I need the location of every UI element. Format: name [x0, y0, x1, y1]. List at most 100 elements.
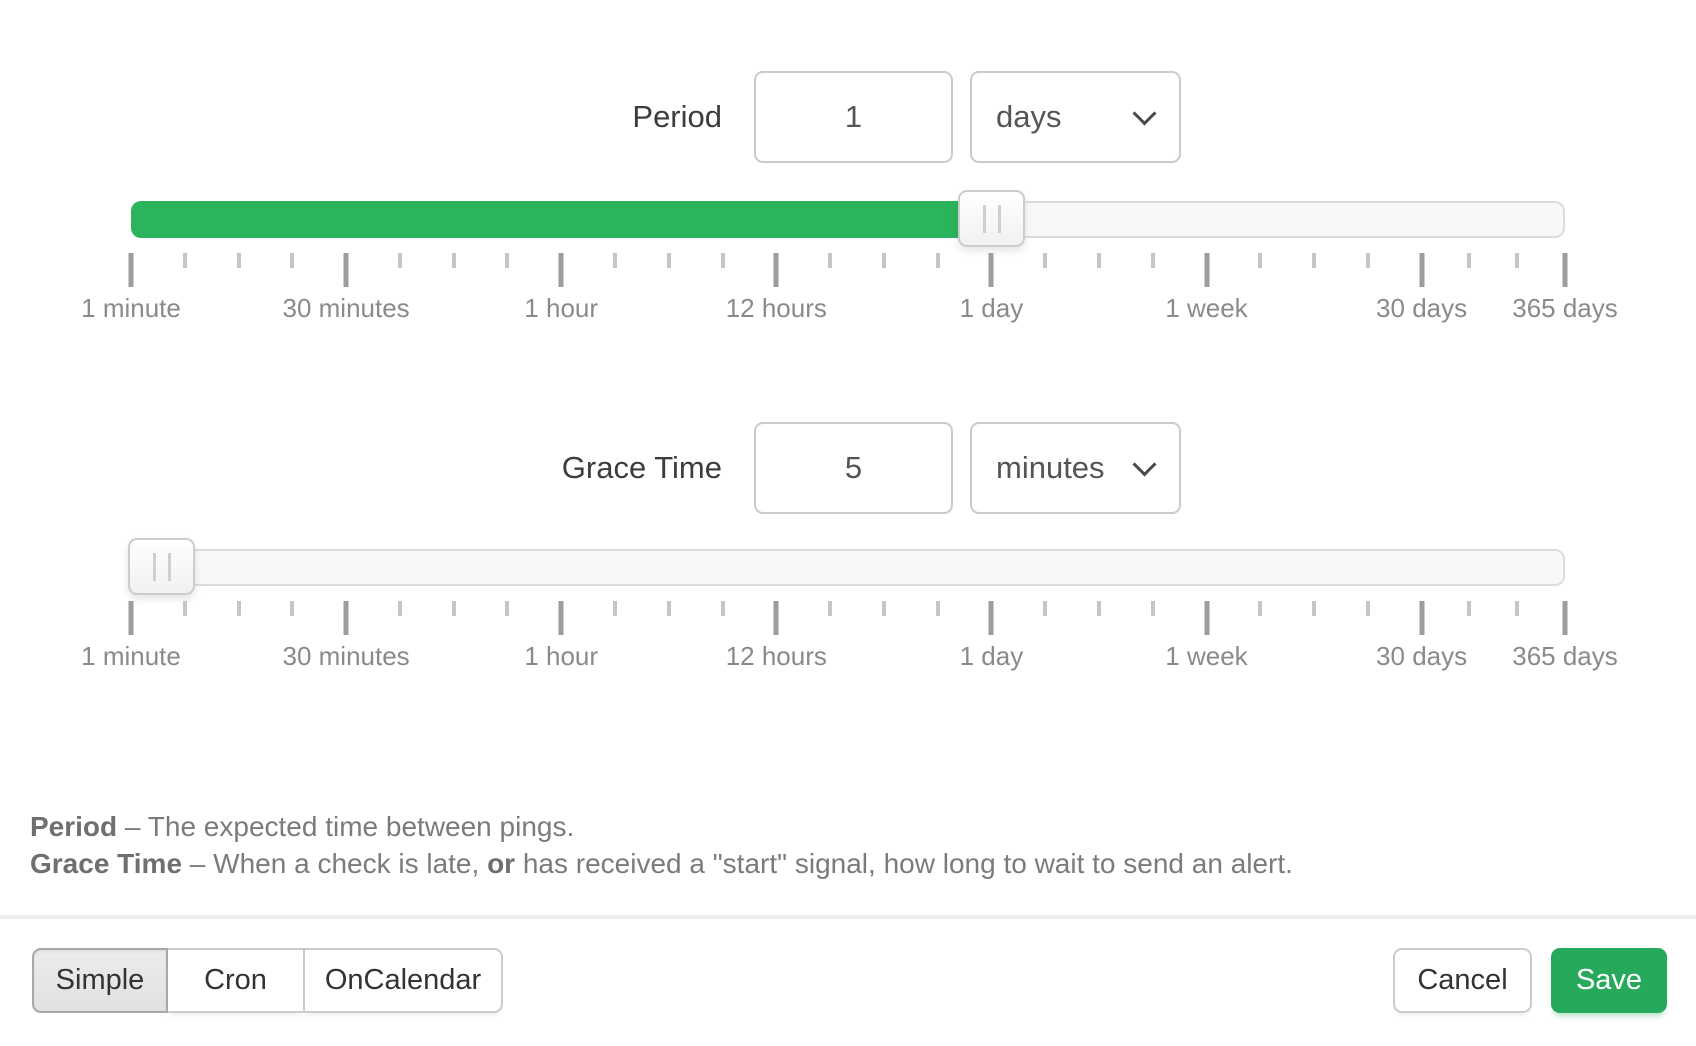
ruler-minor-tick	[236, 253, 241, 268]
ruler-minor-tick	[1258, 253, 1263, 268]
period-slider[interactable]	[131, 190, 1565, 247]
tab-cron[interactable]: Cron	[166, 948, 305, 1013]
ruler-major-tick	[1204, 253, 1209, 287]
tab-oncalendar[interactable]: OnCalendar	[303, 948, 503, 1013]
ruler-minor-tick	[1515, 601, 1520, 616]
grace-slider[interactable]	[128, 538, 1565, 595]
ruler-scale-label: 1 minute	[81, 641, 181, 671]
ruler-minor-tick	[612, 601, 617, 616]
chevron-down-icon	[1132, 101, 1157, 126]
ruler-minor-tick	[451, 601, 456, 616]
period-row: Period days	[0, 71, 1696, 163]
ruler-minor-tick	[451, 253, 456, 268]
period-slider-handle[interactable]	[958, 190, 1026, 247]
ruler-scale-label: 1 hour	[524, 293, 599, 323]
ruler-minor-tick	[505, 253, 510, 268]
ruler-minor-tick	[1515, 253, 1520, 268]
ruler-minor-tick	[1365, 601, 1370, 616]
ruler-scale-label: 1 day	[959, 641, 1024, 671]
ruler-scale-label: 12 hours	[725, 293, 827, 323]
period-slider-fill	[131, 201, 959, 238]
ruler-major-tick	[773, 601, 779, 635]
ruler-scale-label: 30 minutes	[282, 641, 410, 671]
ruler-major-tick	[558, 253, 564, 287]
ruler-minor-tick	[1467, 601, 1472, 616]
ruler-major-tick	[988, 601, 994, 635]
ruler-minor-tick	[612, 253, 617, 268]
ruler-minor-tick	[290, 253, 295, 268]
grace-slider-track[interactable]	[131, 549, 1565, 586]
ruler-major-tick	[773, 253, 779, 287]
ruler-major-tick	[343, 601, 349, 635]
ruler-minor-tick	[881, 601, 886, 616]
ruler-major-tick	[1419, 601, 1425, 635]
period-value-input[interactable]	[754, 71, 953, 163]
period-label: Period	[632, 99, 722, 134]
ruler-major-tick	[1204, 601, 1209, 635]
ruler-minor-tick	[828, 253, 833, 268]
grace-help-text: Grace Time – When a check is late, or ha…	[30, 845, 1530, 882]
ruler-minor-tick	[182, 601, 187, 616]
ruler-minor-tick	[290, 601, 295, 616]
ruler-minor-tick	[1312, 601, 1317, 616]
ruler-scale-label: 365 days	[1512, 293, 1618, 323]
chevron-down-icon	[1132, 452, 1157, 477]
ruler-minor-tick	[720, 253, 725, 268]
ruler-scale-label: 1 minute	[81, 293, 181, 323]
ruler-minor-tick	[182, 253, 187, 268]
ruler-major-tick	[343, 253, 349, 287]
ruler-minor-tick	[935, 601, 940, 616]
ruler-minor-tick	[236, 601, 241, 616]
ruler-minor-tick	[1150, 601, 1155, 616]
ruler-minor-tick	[1096, 601, 1101, 616]
ruler-minor-tick	[505, 601, 510, 616]
grace-value-input[interactable]	[754, 422, 953, 514]
ruler-scale-label: 30 days	[1376, 293, 1468, 323]
ruler-scale-label: 1 week	[1165, 293, 1248, 323]
ruler-minor-tick	[666, 601, 671, 616]
help-text: – When a check is late,	[182, 848, 488, 879]
ruler-scale-label: 1 day	[959, 293, 1024, 323]
tab-simple[interactable]: Simple	[32, 948, 168, 1013]
grace-unit-select[interactable]: minutes	[970, 422, 1181, 514]
help-text: has received a "start" signal, how long …	[515, 848, 1293, 879]
ruler-minor-tick	[935, 253, 940, 268]
ruler-minor-tick	[1258, 601, 1263, 616]
footer-divider	[0, 915, 1696, 919]
ruler-scale-label: 30 days	[1376, 641, 1468, 671]
ruler-major-tick	[988, 253, 994, 287]
ruler-major-tick	[1419, 253, 1425, 287]
ruler-major-tick	[128, 601, 134, 635]
ruler-scale-label: 30 minutes	[282, 293, 410, 323]
ruler-minor-tick	[1043, 601, 1048, 616]
ruler-minor-tick	[881, 253, 886, 268]
ruler-major-tick	[128, 253, 134, 287]
save-button[interactable]: Save	[1551, 948, 1667, 1013]
ruler-minor-tick	[1150, 253, 1155, 268]
period-help-text: Period – The expected time between pings…	[30, 808, 1530, 845]
help-term: Period	[30, 811, 118, 842]
ruler-minor-tick	[1312, 253, 1317, 268]
ruler-minor-tick	[666, 253, 671, 268]
grace-slider-handle[interactable]	[128, 538, 196, 595]
ruler-minor-tick	[1043, 253, 1048, 268]
help-text: – The expected time between pings.	[117, 811, 575, 842]
ruler-minor-tick	[397, 253, 402, 268]
ruler-minor-tick	[720, 601, 725, 616]
ruler-major-tick	[1562, 253, 1568, 287]
ruler-minor-tick	[1365, 253, 1370, 268]
cancel-button[interactable]: Cancel	[1393, 948, 1532, 1013]
period-unit-select[interactable]: days	[970, 71, 1181, 163]
grace-label: Grace Time	[561, 450, 722, 485]
grace-slider-ruler: 1 minute 30 minutes 1 hour 12 hours 1 day 1 w…	[81, 601, 1618, 671]
ruler-major-tick	[1562, 601, 1568, 635]
grace-row: Grace Time minutes	[0, 422, 1696, 514]
help-term: Grace Time	[30, 848, 183, 879]
slider-grip-icon	[152, 552, 171, 581]
ruler-scale-label: 1 hour	[524, 641, 599, 671]
grace-unit-value: minutes	[996, 450, 1105, 485]
ruler-major-tick	[558, 601, 564, 635]
help-term: or	[487, 848, 516, 879]
slider-grip-icon	[982, 204, 1001, 233]
